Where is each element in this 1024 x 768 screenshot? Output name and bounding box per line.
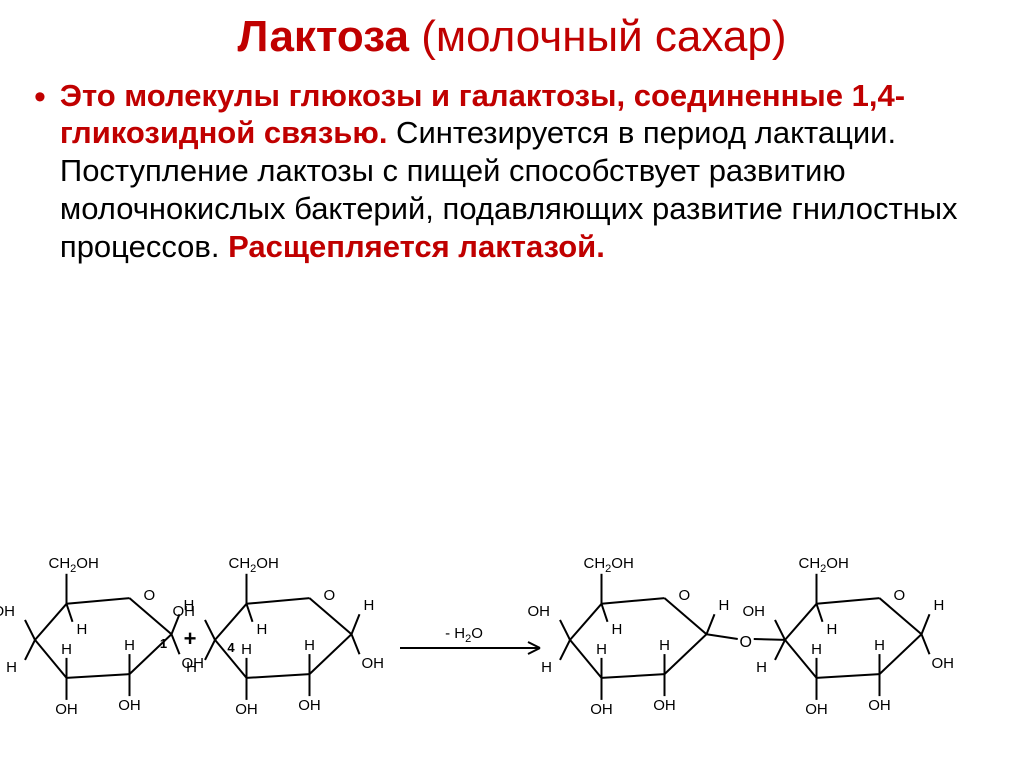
svg-text:O: O (679, 587, 691, 604)
title-main: Лактоза (237, 12, 409, 61)
slide-title: Лактоза (молочный сахар) (28, 12, 996, 63)
svg-text:OH: OH (298, 697, 321, 714)
svg-text:OH: OH (528, 603, 551, 620)
svg-text:CH2OH: CH2OH (799, 555, 849, 575)
svg-text:H: H (811, 641, 822, 658)
svg-text:OH: OH (173, 603, 196, 620)
svg-text:1: 1 (160, 636, 167, 651)
svg-text:OH: OH (868, 697, 891, 714)
svg-text:H: H (124, 637, 135, 654)
title-paren: (молочный сахар) (421, 12, 786, 61)
svg-text:CH2OH: CH2OH (49, 555, 99, 575)
body-text: • Это молекулы глюкозы и галактозы, соед… (28, 77, 996, 266)
bullet-tail: Расщепляется лактазой. (228, 229, 605, 264)
svg-text:OH: OH (235, 701, 258, 718)
svg-text:+: + (184, 626, 197, 651)
svg-text:H: H (659, 637, 670, 654)
svg-text:OH: OH (743, 603, 766, 620)
svg-text:H: H (719, 597, 730, 614)
svg-text:OH: OH (805, 701, 828, 718)
svg-text:OH: OH (362, 655, 385, 672)
svg-text:H: H (257, 621, 268, 638)
svg-text:H: H (61, 641, 72, 658)
svg-text:O: O (894, 587, 906, 604)
reaction-diagram: OCH2OHHOHHOHOHHHOHHOCH2OHHOHHOHOHHHOHHOC… (0, 448, 1024, 768)
svg-text:OH: OH (932, 655, 955, 672)
svg-text:H: H (874, 637, 885, 654)
svg-text:H: H (241, 641, 252, 658)
svg-text:H: H (364, 597, 375, 614)
svg-text:H: H (6, 659, 17, 676)
svg-text:H: H (756, 659, 767, 676)
svg-text:H: H (612, 621, 623, 638)
svg-text:H: H (596, 641, 607, 658)
bullet-content: Это молекулы глюкозы и галактозы, соедин… (60, 77, 996, 266)
svg-text:H: H (541, 659, 552, 676)
svg-text:O: O (740, 634, 752, 651)
svg-text:OH: OH (118, 697, 141, 714)
svg-text:H: H (827, 621, 838, 638)
svg-text:CH2OH: CH2OH (584, 555, 634, 575)
svg-text:- H2O: - H2O (445, 625, 483, 645)
svg-text:CH2OH: CH2OH (229, 555, 279, 575)
svg-text:H: H (77, 621, 88, 638)
svg-text:OH: OH (55, 701, 78, 718)
svg-text:4: 4 (227, 640, 235, 655)
svg-text:H: H (934, 597, 945, 614)
svg-text:O: O (144, 587, 156, 604)
svg-text:O: O (324, 587, 336, 604)
svg-text:OH: OH (0, 603, 15, 620)
svg-text:OH: OH (590, 701, 613, 718)
svg-text:OH: OH (653, 697, 676, 714)
svg-text:H: H (304, 637, 315, 654)
bullet-icon: • (34, 79, 46, 116)
svg-text:H: H (186, 659, 197, 676)
